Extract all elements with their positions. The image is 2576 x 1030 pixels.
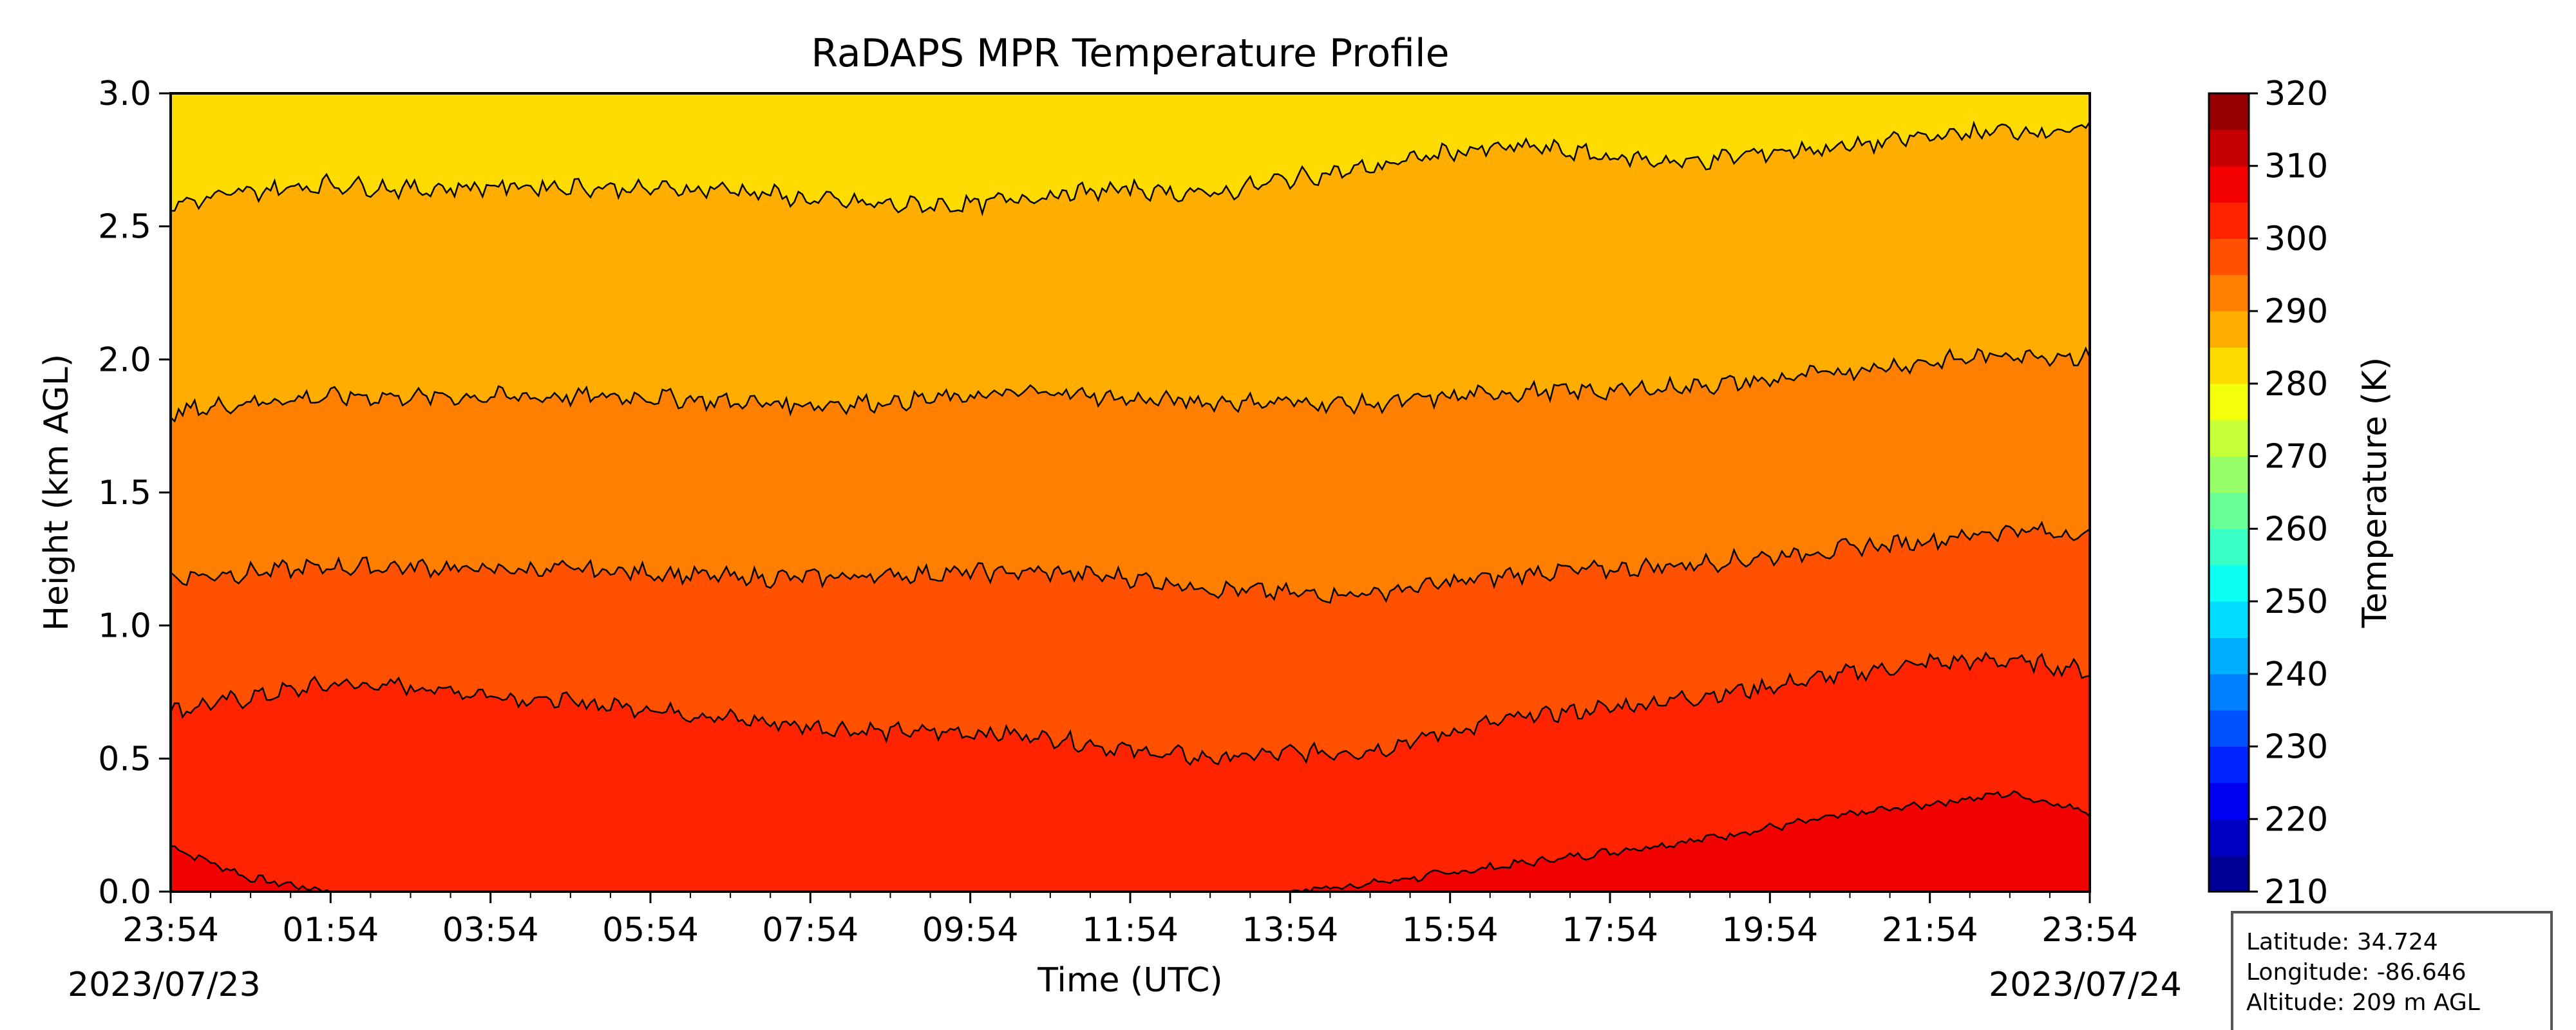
x-tick-label: 13:54 bbox=[1242, 911, 1338, 950]
colorbar-tick-label: 310 bbox=[2264, 147, 2328, 186]
colorbar-segment bbox=[2209, 855, 2249, 892]
colorbar-segment bbox=[2209, 637, 2249, 675]
colorbar-segment bbox=[2209, 601, 2249, 638]
x-tick-label: 15:54 bbox=[1402, 911, 1499, 950]
colorbar-segment bbox=[2209, 165, 2249, 203]
y-tick-label: 0.0 bbox=[98, 873, 151, 912]
x-tick-label: 23:54 bbox=[122, 911, 219, 950]
colorbar-segment bbox=[2209, 202, 2249, 239]
x-tick-label: 19:54 bbox=[1721, 911, 1818, 950]
colorbar-segment bbox=[2209, 673, 2249, 711]
colorbar-segment bbox=[2209, 274, 2249, 312]
colorbar-segment bbox=[2209, 420, 2249, 457]
temperature-bands bbox=[171, 93, 2090, 892]
x-tick-label: 17:54 bbox=[1562, 911, 1658, 950]
x-axis-label: Time (UTC) bbox=[1037, 961, 1222, 1000]
y-tick-label: 3.0 bbox=[98, 75, 151, 113]
info-altitude: Altitude: 209 m AGL bbox=[2246, 989, 2480, 1016]
colorbar-tick-label: 320 bbox=[2264, 75, 2328, 113]
chart-title: RaDAPS MPR Temperature Profile bbox=[811, 31, 1449, 76]
x-axis: 23:54 01:54 03:54 05:54 07:54 09:54 11:54 13:54… bbox=[122, 892, 2138, 950]
y-tick-label: 1.5 bbox=[98, 474, 151, 512]
y-axis-label: Height (km AGL) bbox=[37, 354, 76, 631]
info-latitude: Latitude: 34.724 bbox=[2246, 929, 2438, 955]
colorbar: 210 220 230 240 250 260 270 280 290 300 310 320 bbox=[2208, 75, 2328, 912]
colorbar-tick-label: 290 bbox=[2264, 292, 2328, 331]
colorbar-segment bbox=[2209, 710, 2249, 747]
contour-290 bbox=[171, 346, 2090, 423]
colorbar-segment bbox=[2209, 529, 2249, 566]
colorbar-tick-label: 250 bbox=[2264, 583, 2328, 621]
colorbar-tick-label: 230 bbox=[2264, 728, 2328, 767]
colorbar-segment bbox=[2209, 129, 2249, 167]
colorbar-tick-label: 270 bbox=[2264, 438, 2328, 476]
colorbar-tick-label: 220 bbox=[2264, 800, 2328, 839]
colorbar-segment bbox=[2209, 492, 2249, 529]
colorbar-segment bbox=[2209, 383, 2249, 420]
colorbar-tick-label: 280 bbox=[2264, 365, 2328, 404]
band-305-310 bbox=[171, 791, 2090, 892]
location-info-box: Latitude: 34.724 Longitude: -86.646 Alti… bbox=[2231, 911, 2553, 1030]
y-tick-label: 1.0 bbox=[98, 607, 151, 646]
colorbar-segment bbox=[2209, 565, 2249, 602]
x-tick-label: 01:54 bbox=[282, 911, 379, 950]
start-date-label: 2023/07/23 bbox=[68, 966, 261, 1004]
contour-lines bbox=[171, 120, 2090, 892]
x-tick-label: 07:54 bbox=[762, 911, 858, 950]
colorbar-segment bbox=[2209, 819, 2249, 856]
x-tick-label: 23:54 bbox=[2041, 911, 2138, 950]
info-box-frame bbox=[2231, 911, 2553, 1030]
colorbar-segment bbox=[2209, 347, 2249, 384]
contour-305 bbox=[171, 790, 2090, 892]
y-tick-label: 2.0 bbox=[98, 341, 151, 379]
colorbar-label: Temperature (K) bbox=[2356, 357, 2394, 629]
colorbar-segment bbox=[2209, 93, 2249, 130]
y-tick-label: 2.5 bbox=[98, 208, 151, 247]
contour-300 bbox=[171, 651, 2090, 766]
plot-area bbox=[171, 93, 2090, 892]
colorbar-tick-label: 210 bbox=[2264, 873, 2328, 912]
colorbar-segment bbox=[2209, 238, 2249, 276]
contour-295 bbox=[171, 520, 2090, 604]
colorbar-frame bbox=[2208, 92, 2250, 893]
colorbar-segment bbox=[2209, 782, 2249, 819]
x-tick-label: 11:54 bbox=[1082, 911, 1179, 950]
x-tick-label: 21:54 bbox=[1882, 911, 1978, 950]
colorbar-tick-label: 300 bbox=[2264, 220, 2328, 258]
colorbar-tick-label: 260 bbox=[2264, 510, 2328, 548]
info-longitude: Longitude: -86.646 bbox=[2246, 959, 2467, 986]
colorbar-segment bbox=[2209, 311, 2249, 348]
x-tick-label: 05:54 bbox=[602, 911, 699, 950]
x-tick-label: 09:54 bbox=[922, 911, 1019, 950]
end-date-label: 2023/07/24 bbox=[1989, 966, 2182, 1004]
colorbar-tick-label: 240 bbox=[2264, 655, 2328, 694]
colorbar-segment bbox=[2209, 456, 2249, 493]
y-axis: 0.0 0.5 1.0 1.5 2.0 2.5 3.0 bbox=[98, 75, 171, 912]
contour-285 bbox=[171, 120, 2090, 217]
colorbar-segment bbox=[2209, 746, 2249, 783]
y-tick-label: 0.5 bbox=[98, 740, 151, 778]
x-tick-label: 03:54 bbox=[442, 911, 539, 950]
